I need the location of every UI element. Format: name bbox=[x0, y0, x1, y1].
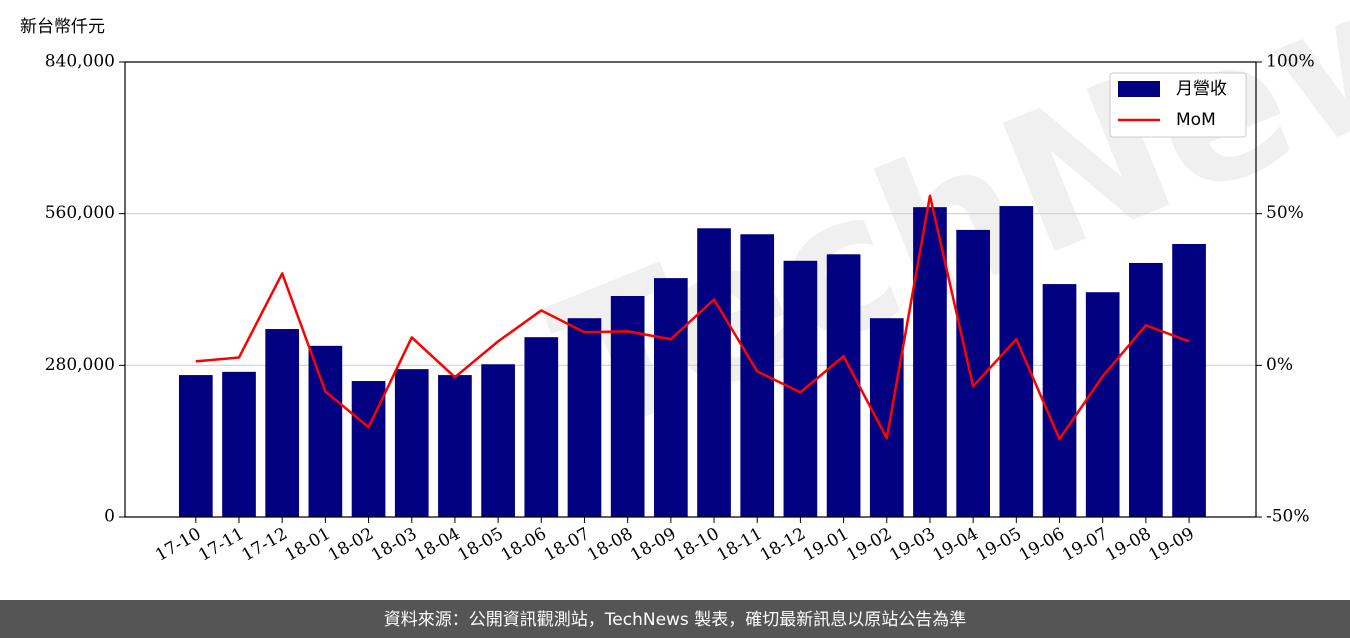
bar bbox=[178, 375, 213, 517]
bar bbox=[826, 254, 861, 517]
bar bbox=[438, 375, 472, 517]
bar bbox=[222, 371, 256, 517]
bar bbox=[740, 234, 775, 517]
line bbox=[195, 194, 1190, 441]
legend-swatch bbox=[1118, 81, 1160, 97]
legend-label: MoM bbox=[1176, 110, 1216, 130]
y-axis-unit: 新台幣仟元 bbox=[20, 17, 105, 37]
bar bbox=[265, 329, 300, 517]
bar bbox=[783, 260, 818, 517]
y2-tick-label: 100% bbox=[1266, 52, 1315, 72]
bar bbox=[1042, 284, 1077, 517]
bar bbox=[1172, 244, 1206, 517]
y2-tick-label: -50% bbox=[1266, 507, 1310, 527]
bar bbox=[481, 364, 515, 517]
y-tick-label: 840,000 bbox=[45, 52, 115, 72]
y2-tick-label: 0% bbox=[1266, 355, 1293, 375]
bar bbox=[394, 369, 429, 517]
bar bbox=[610, 296, 645, 517]
bar bbox=[999, 206, 1034, 518]
footer-text: 資料來源：公開資訊觀測站，TechNews 製表，確切最新訊息以原站公告為準 bbox=[384, 610, 966, 630]
legend-label: 月營收 bbox=[1176, 79, 1227, 99]
bar bbox=[567, 318, 602, 517]
bar bbox=[654, 278, 688, 517]
bar bbox=[524, 337, 559, 517]
plot-frame bbox=[124, 61, 1257, 518]
y2-tick-label: 50% bbox=[1266, 203, 1304, 223]
y-tick-label: 560,000 bbox=[45, 203, 115, 223]
bar bbox=[697, 228, 731, 517]
bar bbox=[308, 345, 343, 517]
bar bbox=[1129, 262, 1163, 517]
bar bbox=[1085, 292, 1120, 517]
y-tick-label: 280,000 bbox=[45, 355, 115, 375]
bar bbox=[913, 207, 947, 517]
y-tick-label: 0 bbox=[104, 507, 115, 527]
footer-bar bbox=[0, 600, 1350, 638]
